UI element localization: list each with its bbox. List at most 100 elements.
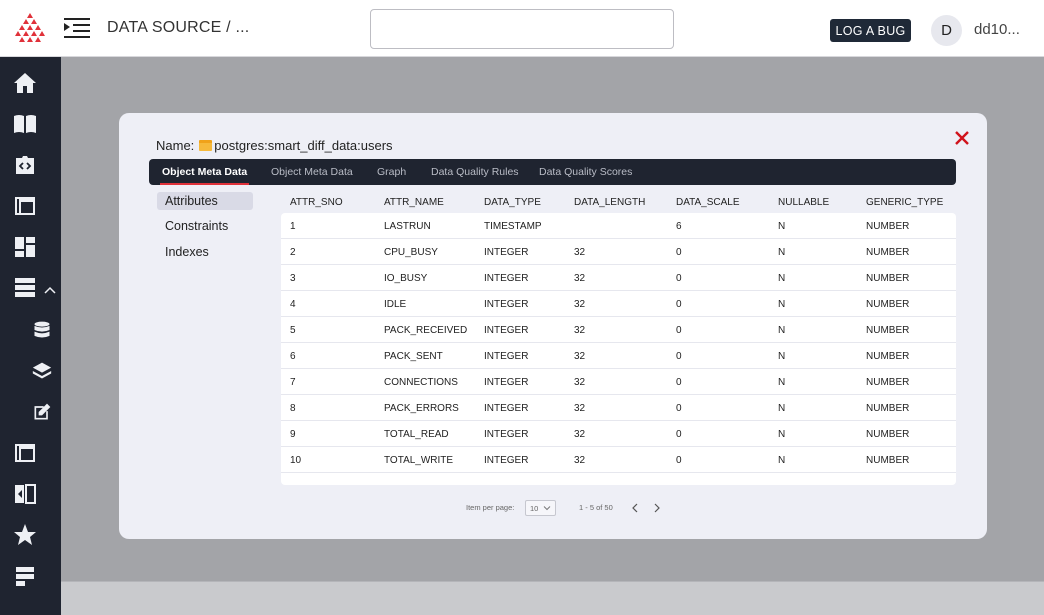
table-row[interactable]: 5 PACK_RECEIVED INTEGER 32 0 N NUMBER <box>281 317 956 343</box>
cell-data-type: INTEGER <box>484 272 529 284</box>
cell-attr-sno: 10 <box>290 454 302 466</box>
layout-icon[interactable] <box>12 193 38 219</box>
cell-data-length: 32 <box>574 246 586 258</box>
cell-attr-sno: 1 <box>290 220 296 232</box>
subnav-attributes[interactable]: Attributes <box>157 192 253 210</box>
cell-attr-name: LASTRUN <box>384 220 431 232</box>
page-range: 1 - 5 of 50 <box>579 503 613 512</box>
log-bug-button[interactable]: LOG A BUG <box>830 19 911 42</box>
cell-nullable: N <box>778 324 786 336</box>
table-row[interactable]: 3 IO_BUSY INTEGER 32 0 N NUMBER <box>281 265 956 291</box>
app-logo[interactable] <box>14 12 46 44</box>
table-row[interactable]: 2 CPU_BUSY INTEGER 32 0 N NUMBER <box>281 239 956 265</box>
chevron-up-icon[interactable] <box>43 283 57 297</box>
breadcrumb[interactable]: DATA SOURCE / ... <box>107 19 250 36</box>
cell-data-type: INTEGER <box>484 454 529 466</box>
cell-attr-sno: 7 <box>290 376 296 388</box>
cell-attr-name: IDLE <box>384 298 407 310</box>
close-icon[interactable] <box>954 130 970 146</box>
subnav-indexes[interactable]: Indexes <box>165 245 209 259</box>
cell-nullable: N <box>778 350 786 362</box>
column-header-attr-name[interactable]: ATTR_NAME <box>384 196 444 208</box>
cell-data-length: 32 <box>574 272 586 284</box>
search-input[interactable] <box>370 9 674 49</box>
cell-nullable: N <box>778 298 786 310</box>
column-header-data-type[interactable]: DATA_TYPE <box>484 196 541 208</box>
cell-data-type: INTEGER <box>484 246 529 258</box>
cell-attr-name: IO_BUSY <box>384 272 428 284</box>
cell-data-scale: 6 <box>676 220 682 232</box>
cell-data-length: 32 <box>574 376 586 388</box>
cell-attr-sno: 6 <box>290 350 296 362</box>
star-icon[interactable] <box>12 522 38 548</box>
name-label: Name: <box>156 138 195 153</box>
server-icon[interactable] <box>12 275 38 301</box>
name-value: postgres:smart_diff_data:users <box>214 138 393 153</box>
tab-data-quality-scores[interactable]: Data Quality Scores <box>539 166 633 178</box>
cell-generic-type: NUMBER <box>866 272 910 284</box>
next-page-icon[interactable] <box>652 502 662 514</box>
tab-object-meta-data-2[interactable]: Object Meta Data <box>271 166 353 178</box>
cell-data-length: 32 <box>574 402 586 414</box>
previous-page-icon[interactable] <box>630 502 640 514</box>
cell-data-type: INTEGER <box>484 428 529 440</box>
object-name: Name: postgres:smart_diff_data:users <box>156 138 393 153</box>
items-per-page-select[interactable]: 10 <box>525 500 556 516</box>
cell-data-type: TIMESTAMP <box>484 220 542 232</box>
cell-attr-name: PACK_ERRORS <box>384 402 459 414</box>
table-row[interactable]: 9 TOTAL_READ INTEGER 32 0 N NUMBER <box>281 421 956 447</box>
cell-data-scale: 0 <box>676 324 682 336</box>
cell-data-type: INTEGER <box>484 298 529 310</box>
table-row[interactable]: 7 CONNECTIONS INTEGER 32 0 N NUMBER <box>281 369 956 395</box>
column-header-data-length[interactable]: DATA_LENGTH <box>574 196 646 208</box>
code-box-icon[interactable] <box>12 152 38 178</box>
cell-data-scale: 0 <box>676 428 682 440</box>
database-icon[interactable] <box>29 317 55 343</box>
cell-data-length: 32 <box>574 454 586 466</box>
cell-nullable: N <box>778 376 786 388</box>
table-body: 1 LASTRUN TIMESTAMP 6 N NUMBER 2 CPU_BUSY INTEGE… <box>281 213 956 485</box>
layout-alt-icon[interactable] <box>12 440 38 466</box>
column-header-attr-sno[interactable]: ATTR_SNO <box>290 196 343 208</box>
cell-nullable: N <box>778 454 786 466</box>
table-row[interactable]: 1 LASTRUN TIMESTAMP 6 N NUMBER <box>281 213 956 239</box>
book-icon[interactable] <box>12 111 38 137</box>
home-icon[interactable] <box>12 70 38 96</box>
cell-attr-sno: 2 <box>290 246 296 258</box>
edit-icon[interactable] <box>29 399 55 425</box>
tab-graph[interactable]: Graph <box>377 166 407 178</box>
tab-object-meta-data[interactable]: Object Meta Data <box>159 159 250 185</box>
cell-generic-type: NUMBER <box>866 324 910 336</box>
table-row[interactable]: 4 IDLE INTEGER 32 0 N NUMBER <box>281 291 956 317</box>
layers-icon[interactable] <box>29 358 55 384</box>
cell-data-scale: 0 <box>676 402 682 414</box>
menu-toggle-icon[interactable] <box>64 17 90 39</box>
cell-attr-sno: 9 <box>290 428 296 440</box>
table-row[interactable]: 8 PACK_ERRORS INTEGER 32 0 N NUMBER <box>281 395 956 421</box>
cell-data-type: INTEGER <box>484 350 529 362</box>
cell-attr-name: TOTAL_WRITE <box>384 454 454 466</box>
compare-icon[interactable] <box>12 481 38 507</box>
cell-data-type: INTEGER <box>484 324 529 336</box>
cell-attr-name: CONNECTIONS <box>384 376 458 388</box>
cell-generic-type: NUMBER <box>866 298 910 310</box>
column-header-nullable[interactable]: NULLABLE <box>778 196 830 208</box>
column-header-data-scale[interactable]: DATA_SCALE <box>676 196 740 208</box>
items-per-page-value: 10 <box>530 503 539 513</box>
tab-bar: Object Meta Data Object Meta Data Graph … <box>149 159 956 185</box>
storage-icon[interactable] <box>12 563 38 589</box>
tab-data-quality-rules[interactable]: Data Quality Rules <box>431 166 519 178</box>
subnav-constraints[interactable]: Constraints <box>165 219 229 233</box>
username[interactable]: dd10... <box>974 21 1020 38</box>
items-per-page-label: Item per page: <box>466 503 515 512</box>
cell-attr-sno: 4 <box>290 298 296 310</box>
dashboard-icon[interactable] <box>12 234 38 260</box>
cell-nullable: N <box>778 402 786 414</box>
cell-generic-type: NUMBER <box>866 402 910 414</box>
column-header-generic-type[interactable]: GENERIC_TYPE <box>866 196 944 208</box>
cell-attr-name: TOTAL_READ <box>384 428 449 440</box>
table-row[interactable]: 6 PACK_SENT INTEGER 32 0 N NUMBER <box>281 343 956 369</box>
table-row[interactable]: 10 TOTAL_WRITE INTEGER 32 0 N NUMBER <box>281 447 956 473</box>
cell-generic-type: NUMBER <box>866 454 910 466</box>
avatar[interactable]: D <box>931 15 962 46</box>
